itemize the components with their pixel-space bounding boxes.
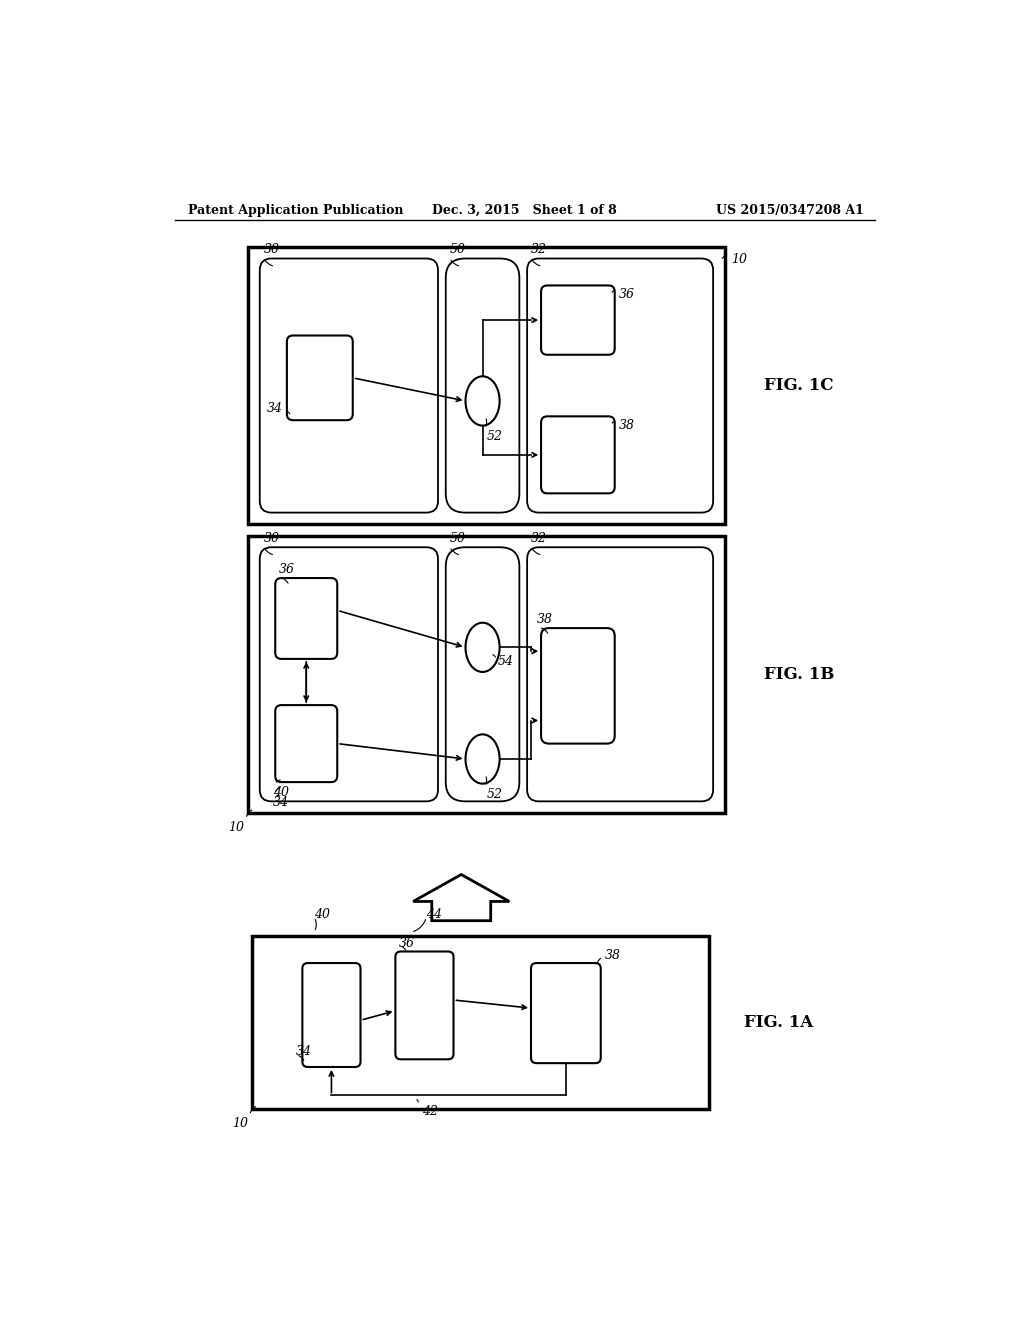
Text: 36: 36 [399, 937, 416, 950]
Text: Dec. 3, 2015   Sheet 1 of 8: Dec. 3, 2015 Sheet 1 of 8 [432, 205, 617, 218]
Text: 32: 32 [531, 532, 547, 545]
Text: 36: 36 [618, 288, 635, 301]
Ellipse shape [466, 623, 500, 672]
Ellipse shape [466, 376, 500, 425]
Text: 34: 34 [296, 1045, 312, 1059]
Text: 42: 42 [422, 1105, 438, 1118]
Text: 40: 40 [314, 908, 330, 921]
FancyBboxPatch shape [287, 335, 352, 420]
Ellipse shape [466, 734, 500, 784]
FancyBboxPatch shape [275, 705, 337, 781]
FancyBboxPatch shape [445, 548, 519, 801]
Bar [252, 936, 710, 1109]
FancyBboxPatch shape [541, 628, 614, 743]
Text: Patent Application Publication: Patent Application Publication [188, 205, 403, 218]
Text: 38: 38 [604, 949, 621, 962]
Text: 52: 52 [486, 430, 503, 444]
Text: 32: 32 [531, 243, 547, 256]
FancyBboxPatch shape [395, 952, 454, 1059]
Text: FIG. 1B: FIG. 1B [764, 665, 834, 682]
FancyBboxPatch shape [527, 259, 713, 512]
Polygon shape [414, 874, 509, 921]
FancyBboxPatch shape [531, 964, 601, 1063]
Text: 10: 10 [228, 821, 245, 834]
Text: 50: 50 [450, 243, 466, 256]
FancyBboxPatch shape [527, 548, 713, 801]
Text: 34: 34 [267, 403, 283, 416]
Text: 44: 44 [426, 908, 442, 921]
Text: US 2015/0347208 A1: US 2015/0347208 A1 [717, 205, 864, 218]
Text: FIG. 1C: FIG. 1C [764, 378, 833, 395]
FancyBboxPatch shape [541, 285, 614, 355]
Bar [248, 536, 725, 813]
Text: 10: 10 [731, 253, 746, 267]
Text: FIG. 1A: FIG. 1A [744, 1014, 813, 1031]
Text: 54: 54 [498, 655, 514, 668]
Text: 30: 30 [263, 532, 280, 545]
FancyBboxPatch shape [302, 964, 360, 1067]
Text: 34: 34 [273, 796, 289, 809]
FancyBboxPatch shape [260, 548, 438, 801]
FancyBboxPatch shape [275, 578, 337, 659]
FancyBboxPatch shape [541, 416, 614, 494]
Text: 38: 38 [618, 418, 635, 432]
Text: 40: 40 [273, 785, 289, 799]
Text: 38: 38 [538, 612, 553, 626]
Text: 50: 50 [450, 532, 466, 545]
Text: 10: 10 [232, 1117, 248, 1130]
Text: 36: 36 [280, 562, 295, 576]
Text: 30: 30 [263, 243, 280, 256]
Bar [248, 247, 725, 524]
Text: 52: 52 [486, 788, 503, 801]
FancyBboxPatch shape [260, 259, 438, 512]
FancyBboxPatch shape [445, 259, 519, 512]
